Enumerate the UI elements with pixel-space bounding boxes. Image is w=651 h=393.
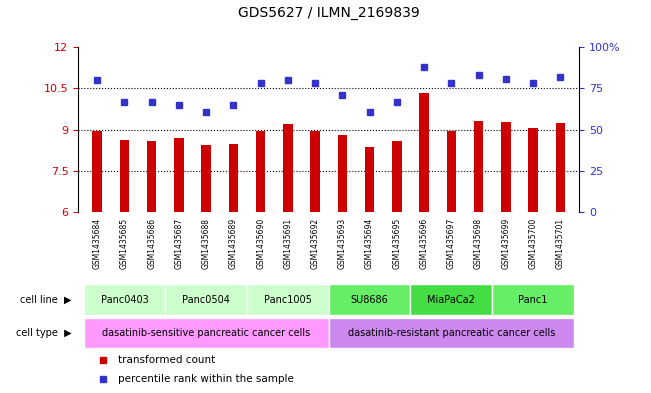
Bar [329, 318, 574, 349]
Text: GSM1435698: GSM1435698 [474, 218, 483, 269]
Bar [201, 145, 211, 212]
Text: GSM1435695: GSM1435695 [393, 218, 402, 269]
Text: GDS5627 / ILMN_2169839: GDS5627 / ILMN_2169839 [238, 6, 420, 20]
Text: GSM1435692: GSM1435692 [311, 218, 320, 269]
Text: Panc0504: Panc0504 [182, 295, 230, 305]
Text: SU8686: SU8686 [351, 295, 389, 305]
Bar [147, 141, 156, 212]
Bar [311, 131, 320, 212]
Bar [247, 284, 329, 315]
Bar [338, 135, 347, 212]
Text: dasatinib-sensitive pancreatic cancer cells: dasatinib-sensitive pancreatic cancer ce… [102, 328, 311, 338]
Text: GSM1435694: GSM1435694 [365, 218, 374, 269]
Text: GSM1435700: GSM1435700 [529, 218, 538, 269]
Text: GSM1435690: GSM1435690 [256, 218, 265, 269]
Text: GSM1435686: GSM1435686 [147, 218, 156, 269]
Bar [120, 140, 129, 212]
Bar [256, 130, 266, 212]
Bar [447, 130, 456, 212]
Text: percentile rank within the sample: percentile rank within the sample [118, 374, 294, 384]
Bar [411, 284, 492, 315]
Text: GSM1435687: GSM1435687 [174, 218, 184, 269]
Bar [555, 123, 565, 212]
Bar [501, 122, 510, 212]
Text: Panc1005: Panc1005 [264, 295, 312, 305]
Text: GSM1435688: GSM1435688 [202, 218, 211, 269]
Bar [92, 130, 102, 212]
Text: GSM1435691: GSM1435691 [283, 218, 292, 269]
Bar [329, 284, 411, 315]
Bar [174, 138, 184, 212]
Bar [365, 147, 374, 212]
Text: transformed count: transformed count [118, 354, 215, 365]
Text: Panc1: Panc1 [518, 295, 547, 305]
Text: dasatinib-resistant pancreatic cancer cells: dasatinib-resistant pancreatic cancer ce… [348, 328, 555, 338]
Text: GSM1435693: GSM1435693 [338, 218, 347, 269]
Text: GSM1435699: GSM1435699 [501, 218, 510, 269]
Bar [83, 284, 165, 315]
Text: GSM1435696: GSM1435696 [420, 218, 428, 269]
Bar [229, 144, 238, 212]
Bar [419, 93, 429, 212]
Text: GSM1435684: GSM1435684 [92, 218, 102, 269]
Text: cell type  ▶: cell type ▶ [16, 328, 72, 338]
Bar [474, 121, 483, 212]
Text: GSM1435685: GSM1435685 [120, 218, 129, 269]
Text: GSM1435697: GSM1435697 [447, 218, 456, 269]
Text: GSM1435701: GSM1435701 [556, 218, 565, 269]
Bar [392, 141, 402, 212]
Text: Panc0403: Panc0403 [100, 295, 148, 305]
Bar [83, 318, 329, 349]
Bar [165, 284, 247, 315]
Bar [283, 124, 293, 212]
Text: GSM1435689: GSM1435689 [229, 218, 238, 269]
Text: cell line  ▶: cell line ▶ [20, 295, 72, 305]
Bar [492, 284, 574, 315]
Bar [529, 128, 538, 212]
Text: MiaPaCa2: MiaPaCa2 [428, 295, 475, 305]
